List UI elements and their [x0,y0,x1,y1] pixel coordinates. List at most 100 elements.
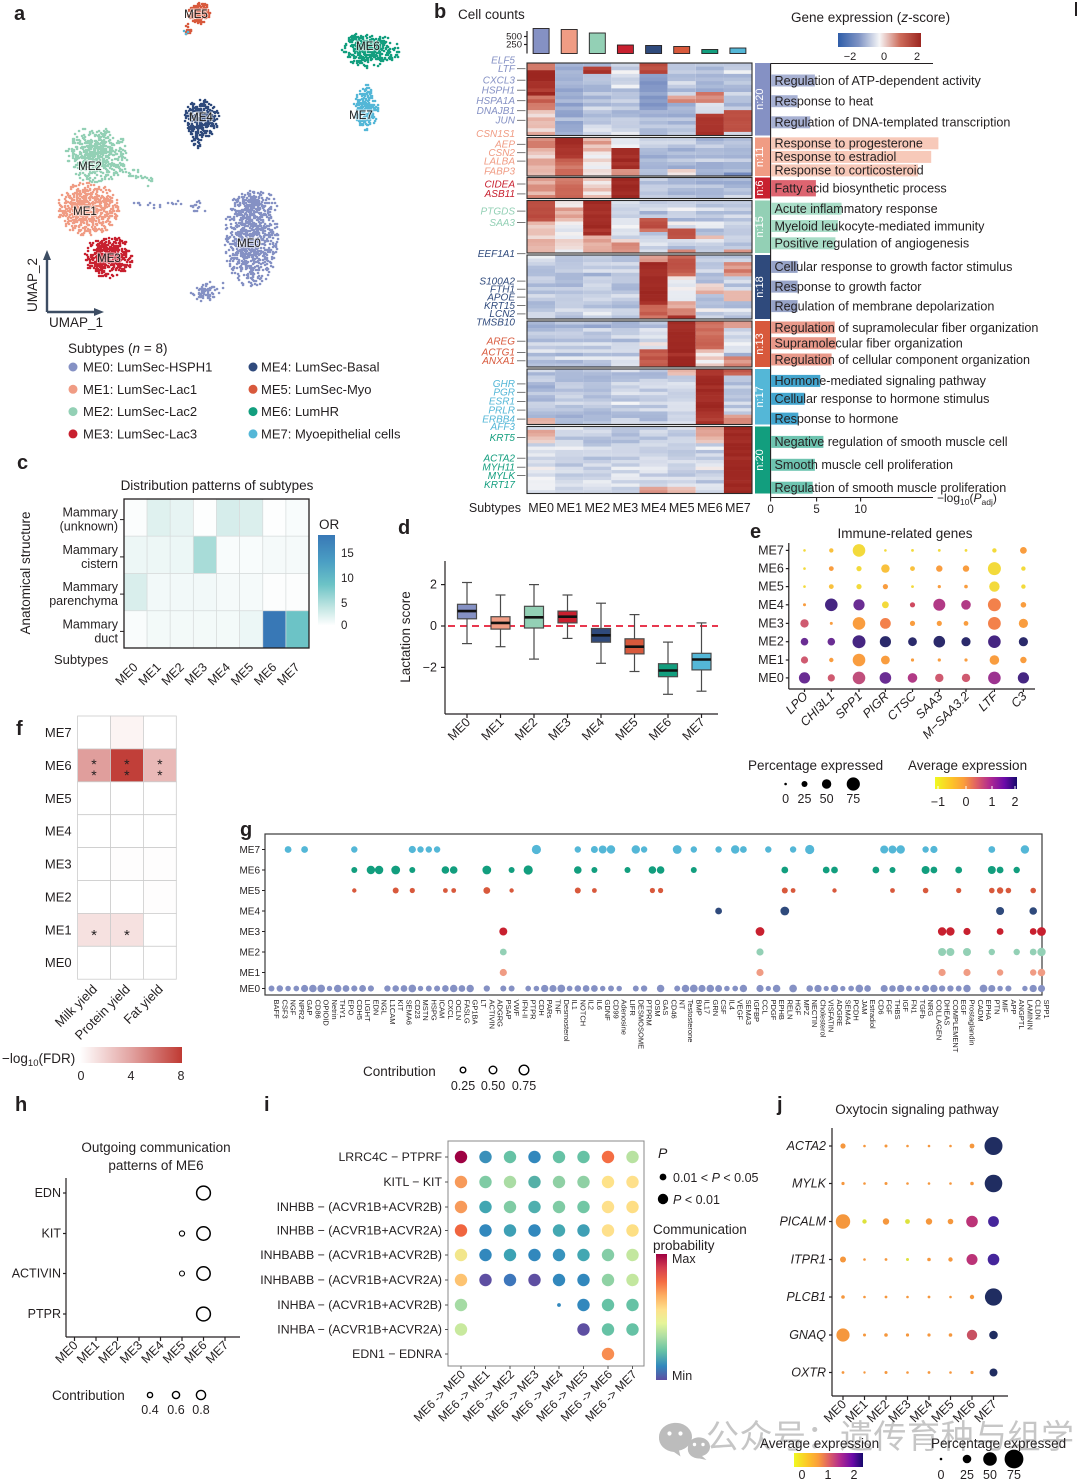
svg-text:ME2: ME2 [758,635,784,649]
svg-text:Prostaglandin: Prostaglandin [968,1000,977,1046]
svg-text:EDN: EDN [35,1186,61,1200]
svg-text:*: * [157,767,163,783]
svg-text:Min: Min [672,1369,692,1383]
svg-text:Response to heat: Response to heat [775,95,874,109]
svg-text:SEMA3: SEMA3 [744,1000,753,1025]
svg-text:Response to hormone: Response to hormone [775,412,899,426]
svg-text:EPHA: EPHA [984,1000,993,1020]
svg-text:ADGRE: ADGRE [835,1000,844,1027]
svg-text:0: 0 [767,504,773,516]
svg-text:5: 5 [813,504,819,516]
svg-text:Contribution: Contribution [52,1388,125,1403]
svg-text:CLDN: CLDN [1034,1000,1043,1020]
svg-text:0: 0 [341,620,347,632]
svg-text:THY1: THY1 [338,1000,347,1019]
svg-text:CD6: CD6 [876,1000,885,1015]
svg-text:ICAM: ICAM [438,1000,447,1019]
svg-text:8: 8 [178,1069,185,1083]
svg-text:10: 10 [341,573,354,585]
svg-text:INHBA − (ACVR1B+ACVR2B): INHBA − (ACVR1B+ACVR2B) [277,1298,442,1312]
svg-text:DNAJB1: DNAJB1 [477,106,515,117]
svg-text:10: 10 [854,504,867,516]
svg-text:Max: Max [672,1252,696,1266]
svg-text:UMAP_2: UMAP_2 [25,258,40,312]
svg-text:APP: APP [1009,1000,1018,1015]
svg-text:0: 0 [963,795,970,809]
svg-text:P: P [658,1145,668,1161]
svg-text:(unknown): (unknown) [60,520,118,534]
svg-text:KRT17: KRT17 [484,480,515,491]
svg-text:ACTIVIN: ACTIVIN [487,1000,496,1030]
svg-text:DESMOSOME: DESMOSOME [636,1000,645,1050]
svg-text:ME7: ME7 [349,110,373,122]
svg-text:ME7: ME7 [725,501,751,515]
svg-text:NRG: NRG [926,1000,935,1017]
svg-text:2: 2 [430,578,437,592]
svg-text:*: * [124,756,130,772]
svg-text:EPHB: EPHB [777,1000,786,1020]
svg-text:CSN2: CSN2 [488,148,515,159]
svg-text:Mammary: Mammary [62,506,118,520]
svg-text:MYLK: MYLK [488,471,517,482]
svg-text:INHBB − (ACVR1B+ACVR2A): INHBB − (ACVR1B+ACVR2A) [277,1224,442,1238]
svg-text:0.6: 0.6 [167,1403,184,1417]
svg-text:ME7: Myoepithelial cells: ME7: Myoepithelial cells [261,426,401,441]
svg-text:ITPR1: ITPR1 [791,1253,826,1267]
svg-text:2: 2 [1012,795,1019,809]
svg-text:Fatty acid biosynthetic proces: Fatty acid biosynthetic process [775,182,947,196]
svg-text:n:13: n:13 [754,333,766,354]
svg-text:PTN: PTN [992,1000,1001,1015]
svg-text:500: 500 [506,32,522,43]
svg-text:ME3: ME3 [613,501,639,515]
svg-text:n:15: n:15 [754,216,766,237]
svg-text:CSF3: CSF3 [280,1000,289,1019]
svg-text:Desmosterol: Desmosterol [562,1000,571,1042]
svg-text:EDN1 − EDNRA: EDN1 − EDNRA [352,1347,443,1361]
svg-text:75: 75 [846,792,860,806]
svg-text:INHBABB − (ACVR1B+ACVR2B): INHBABB − (ACVR1B+ACVR2B) [260,1248,442,1262]
svg-text:Subtypes (n = 8): Subtypes (n = 8) [68,341,167,356]
svg-text:GP1BA: GP1BA [471,1000,480,1025]
svg-text:4: 4 [128,1069,135,1083]
svg-text:ME2: ME2 [239,948,260,959]
svg-text:CADM: CADM [976,1000,985,1022]
svg-text:COLLAGEN: COLLAGEN [934,1000,943,1041]
svg-text:25: 25 [798,792,812,806]
svg-text:ME0: ME0 [239,984,260,995]
svg-text:UMAP_1: UMAP_1 [49,315,103,330]
svg-text:IFN-II: IFN-II [520,1000,529,1019]
svg-text:0.25: 0.25 [451,1079,475,1093]
svg-text:Percentage expressed: Percentage expressed [931,1436,1066,1451]
svg-text:ME4: ME4 [189,112,213,124]
svg-text:ME0: ME0 [45,955,72,970]
svg-text:APOE: APOE [486,292,515,303]
svg-text:ME0: ME0 [528,501,554,515]
svg-text:ME0: LumSec-HSPH1: ME0: LumSec-HSPH1 [83,360,212,375]
svg-text:CIDEA: CIDEA [484,179,515,190]
svg-text:ME3: ME3 [239,927,260,938]
svg-text:ME2: LumSec-Lac2: ME2: LumSec-Lac2 [83,404,197,419]
svg-text:GAP: GAP [305,1000,314,1016]
svg-text:Negative regulation of smooth: Negative regulation of smooth muscle cel… [775,435,1008,449]
svg-text:Positive regulation of angioge: Positive regulation of angiogenesis [775,237,970,251]
svg-text:ME6: ME6 [758,562,784,576]
svg-text:ME0: ME0 [758,671,784,685]
svg-text:0: 0 [881,51,887,63]
svg-text:d: d [398,517,410,539]
svg-text:NPR2: NPR2 [297,1000,306,1020]
svg-text:0.8: 0.8 [192,1403,209,1417]
svg-text:ME7: ME7 [239,845,260,856]
svg-text:CXCL3: CXCL3 [483,76,516,87]
svg-text:0: 0 [938,1468,945,1480]
svg-text:GAS: GAS [661,1000,670,1016]
svg-text:IL4: IL4 [727,1000,736,1010]
svg-text:CD23: CD23 [413,1000,422,1019]
svg-text:NECTIN: NECTIN [810,1000,819,1028]
svg-text:2: 2 [851,1468,858,1480]
svg-text:ANXA1: ANXA1 [481,356,515,367]
svg-text:Lactation score: Lactation score [398,591,413,683]
svg-text:SAA3: SAA3 [489,218,515,229]
svg-text:PARs: PARs [545,1000,554,1019]
svg-text:2: 2 [914,51,920,63]
svg-text:LT: LT [479,1000,488,1009]
